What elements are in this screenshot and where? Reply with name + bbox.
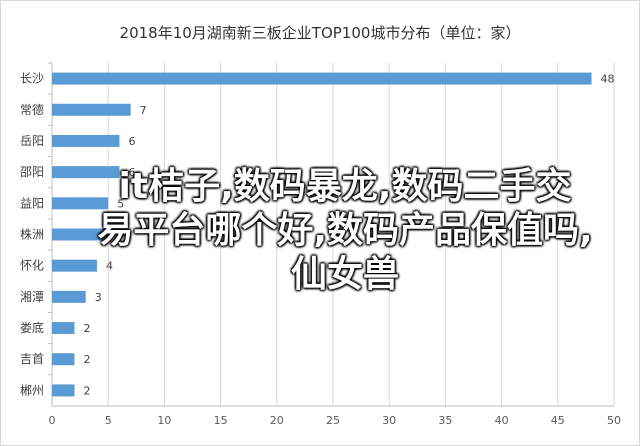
data-label: 6 bbox=[128, 135, 135, 148]
category-label: 湘潭 bbox=[20, 289, 44, 304]
category-label: 娄底 bbox=[20, 320, 44, 335]
x-tick-label: 40 bbox=[495, 414, 509, 427]
data-label: 2 bbox=[83, 353, 90, 366]
x-tick-label: 45 bbox=[551, 414, 565, 427]
overlay-line: 易平台哪个好,数码产品保值吗, bbox=[97, 210, 593, 251]
x-tick-label: 0 bbox=[49, 414, 56, 427]
category-label: 岳阳 bbox=[20, 134, 44, 148]
chart-title: 2018年10月湖南新三板企业TOP100城市分布（单位：家） bbox=[119, 24, 521, 42]
bar bbox=[52, 384, 75, 397]
overlay-line: 仙女兽 bbox=[290, 254, 399, 295]
bar bbox=[52, 103, 131, 116]
category-label: 常德 bbox=[20, 102, 44, 117]
x-tick-label: 5 bbox=[105, 414, 112, 427]
bar bbox=[52, 353, 75, 366]
category-label: 株洲 bbox=[20, 227, 44, 242]
category-label: 邵阳 bbox=[20, 165, 44, 179]
overlay-caption: it桔子,数码暴龙,数码二手交 易平台哪个好,数码产品保值吗, 仙女兽 bbox=[95, 165, 595, 297]
category-label: 郴州 bbox=[20, 383, 44, 397]
bar bbox=[52, 228, 109, 241]
category-label: 吉首 bbox=[20, 352, 44, 366]
data-label: 5 bbox=[117, 229, 124, 242]
bar bbox=[52, 134, 120, 147]
bar bbox=[52, 322, 75, 335]
x-tick-label: 30 bbox=[382, 414, 396, 427]
overlay-line: it桔子,数码暴龙,数码二手交 bbox=[118, 166, 572, 207]
data-label: 6 bbox=[128, 166, 135, 179]
data-label: 5 bbox=[117, 197, 124, 210]
x-tick-label: 35 bbox=[438, 414, 452, 427]
bar bbox=[52, 259, 97, 272]
bar bbox=[52, 197, 109, 210]
data-label: 48 bbox=[601, 73, 615, 86]
data-label: 3 bbox=[95, 291, 102, 304]
category-label: 怀化 bbox=[20, 259, 44, 273]
x-tick-label: 10 bbox=[157, 414, 171, 427]
data-label: 2 bbox=[83, 384, 90, 397]
x-tick-label: 15 bbox=[214, 414, 228, 427]
bar bbox=[52, 290, 86, 303]
x-tick-label: 25 bbox=[326, 414, 340, 427]
x-tick-label: 20 bbox=[270, 414, 284, 427]
bar bbox=[52, 166, 120, 179]
bar bbox=[52, 72, 592, 85]
category-label: 益阳 bbox=[20, 196, 44, 210]
category-label: 长沙 bbox=[20, 72, 44, 86]
x-tick-label: 50 bbox=[607, 414, 621, 427]
data-label: 2 bbox=[83, 322, 90, 335]
data-label: 4 bbox=[106, 260, 113, 273]
data-label: 7 bbox=[140, 104, 147, 117]
